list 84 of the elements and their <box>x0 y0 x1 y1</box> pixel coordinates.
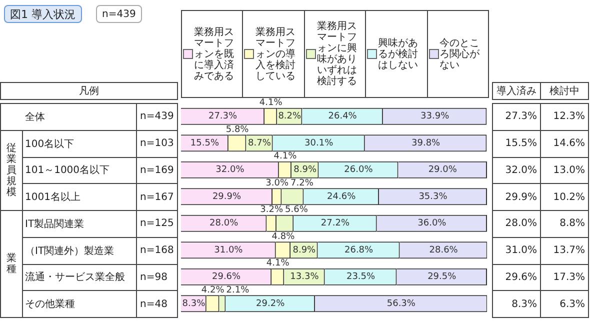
data-label: 13.3% <box>290 272 320 282</box>
y-tick-label: 1001名以上 <box>22 183 137 211</box>
data-label: 27.3% <box>208 112 238 122</box>
data-label: 31.0% <box>214 245 244 256</box>
data-label: 29.5% <box>428 272 457 282</box>
text: 13.0% <box>540 156 589 184</box>
text: 検討中 <box>540 82 589 100</box>
text: 15.5% <box>492 130 541 158</box>
data-label: 23.5% <box>346 272 376 282</box>
data-label: 35.3% <box>418 192 448 202</box>
text: n=48 <box>136 290 178 318</box>
data-label: 32.0% <box>216 165 245 176</box>
text: 従業員規模 <box>6 142 17 198</box>
text: 29.9% <box>492 183 541 211</box>
text: 10.2% <box>540 183 589 211</box>
legend-label: 今のところ関心がない <box>440 38 481 70</box>
data-label: 29.2% <box>256 298 286 309</box>
data-label: 4.1% <box>259 98 283 108</box>
y-tick-label: （IT関連外）製造業 <box>22 236 137 264</box>
y-tick-label: 全体 <box>0 103 137 131</box>
data-label: 8.2% <box>278 112 302 122</box>
text: n=98 <box>136 264 178 292</box>
data-label: 30.1% <box>304 138 334 148</box>
y-tick-label: その他業種 <box>22 290 137 318</box>
data-label: 29.6% <box>212 272 242 282</box>
chart-subtitle: n=439 <box>96 5 142 23</box>
text: n=169 <box>136 156 178 184</box>
text: 6.3% <box>540 290 589 318</box>
data-label: 27.2% <box>320 218 350 229</box>
text: 32.0% <box>492 156 541 184</box>
legend-title: 凡例 <box>0 82 178 100</box>
y-tick-label: IT製品関連業 <box>22 210 137 238</box>
text: 29.6% <box>492 264 541 292</box>
data-label: 7.2% <box>290 178 314 188</box>
legend-label: 業務用スマートフォンを既に導入済みである <box>194 26 235 82</box>
data-label: 28.0% <box>210 218 239 229</box>
text: 17.3% <box>540 264 589 292</box>
data-label: 15.5% <box>190 138 220 148</box>
text: 業種 <box>6 253 17 275</box>
data-label: 56.3% <box>386 298 416 309</box>
data-label: 8.9% <box>292 245 316 256</box>
y-tick-label: 101～1000名以下 <box>22 156 137 184</box>
data-label: 4.1% <box>274 152 298 162</box>
data-label: 26.4% <box>328 112 358 122</box>
data-label: 3.2% <box>260 205 284 216</box>
y-tick-label: 流通・サービス業全般 <box>22 264 137 292</box>
text: n=439 <box>136 103 178 131</box>
text: n=125 <box>136 210 178 238</box>
text: 14.6% <box>540 130 589 158</box>
data-label: 4.1% <box>266 258 290 269</box>
data-label: 36.0% <box>418 218 447 229</box>
data-label: 29.9% <box>212 192 242 202</box>
text: 28.0% <box>492 210 541 238</box>
data-label: 26.8% <box>344 245 374 256</box>
data-label: 8.3% <box>182 298 206 309</box>
legend-label: 興味があるが検討はしない <box>378 38 420 70</box>
data-label: 33.9% <box>420 112 450 122</box>
data-label: 39.8% <box>412 138 441 148</box>
text: n=168 <box>136 236 178 264</box>
data-label: 5.6% <box>285 205 308 216</box>
text: 13.7% <box>540 236 589 264</box>
y-tick-label: 100名以下 <box>22 130 137 158</box>
text: n=167 <box>136 183 178 211</box>
data-label: 8.7% <box>248 138 272 148</box>
text: 31.0% <box>492 236 541 264</box>
text: 12.3% <box>540 103 589 131</box>
data-label: 26.0% <box>344 165 374 176</box>
data-label: 28.6% <box>429 245 458 256</box>
data-label: 4.8% <box>272 232 296 242</box>
data-label: 4.2% <box>201 285 225 296</box>
legend-label: 業務用スマートフォンに興味がありいずれは検討する <box>316 21 358 87</box>
data-label: 3.0% <box>266 178 289 188</box>
data-label: 24.6% <box>327 192 356 202</box>
text: 8.3% <box>492 290 541 318</box>
text: 27.3% <box>492 103 541 131</box>
text: n=103 <box>136 130 178 158</box>
legend-label: 業務用スマートフォンの導入を検討している <box>255 26 296 82</box>
data-label: 5.8% <box>226 124 250 135</box>
data-label: 8.9% <box>294 165 317 176</box>
text: 導入済み <box>492 82 541 100</box>
text: 8.8% <box>540 210 589 238</box>
data-label: 2.1% <box>226 285 250 296</box>
text: 図1 導入状況 <box>4 5 82 23</box>
data-label: 29.0% <box>428 165 458 176</box>
